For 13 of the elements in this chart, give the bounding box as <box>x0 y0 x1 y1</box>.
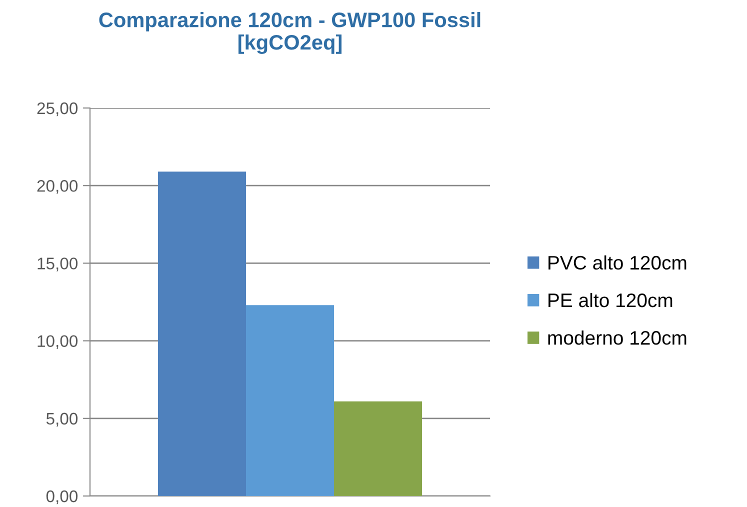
y-tick-label: 20,00 <box>37 180 78 194</box>
y-tick-label: 0,00 <box>46 490 78 504</box>
legend-label: moderno 120cm <box>548 330 686 345</box>
y-tick-label: 10,00 <box>38 335 78 349</box>
y-tick-label: 15,00 <box>38 258 78 272</box>
bar <box>158 172 246 496</box>
bar <box>246 305 334 496</box>
legend-label: PE alto 120cm <box>548 292 672 308</box>
chart-title: Comparazione 120cm - GWP100 Fossil [kgCO2eq] <box>99 12 480 54</box>
y-tick-label: 25,00 <box>37 102 78 116</box>
legend-label: PVC alto 120cm <box>548 255 686 270</box>
bar <box>334 401 422 496</box>
y-tick-label: 5,00 <box>46 412 78 427</box>
